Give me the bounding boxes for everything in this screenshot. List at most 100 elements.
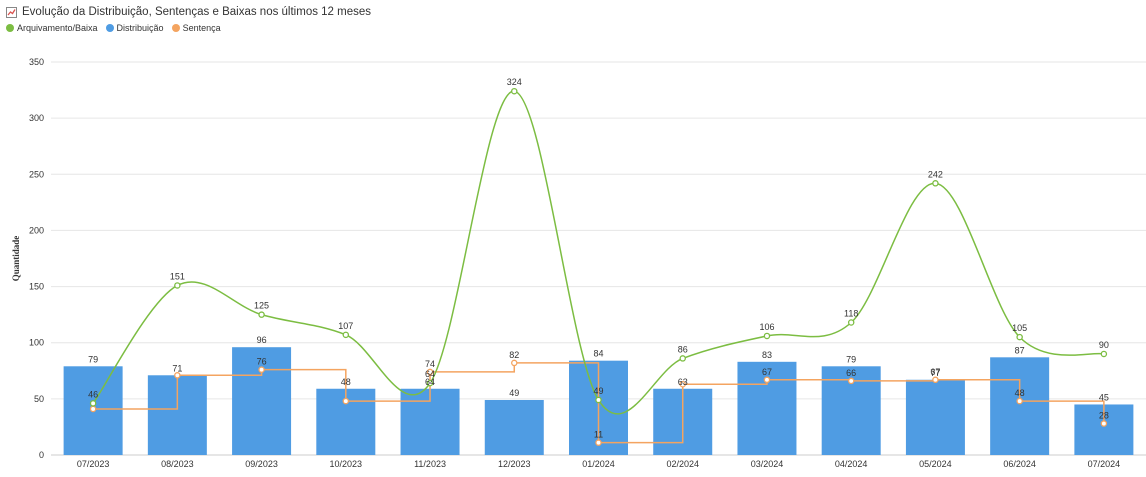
point-sentenca[interactable] — [89, 405, 97, 413]
point-arquivamento[interactable] — [174, 282, 181, 289]
x-tick-label: 07/2024 — [1088, 459, 1121, 469]
bar-distribuicao[interactable] — [484, 399, 544, 455]
point-sentenca[interactable] — [763, 376, 771, 384]
data-label-sentenca: 82 — [509, 350, 519, 360]
y-tick-label: 0 — [39, 450, 44, 460]
legend-dot-sentenca — [171, 24, 180, 32]
x-tick-label: 05/2024 — [919, 459, 952, 469]
data-label-arquivamento: 46 — [88, 389, 98, 399]
data-label-distribuicao: 83 — [762, 350, 772, 360]
legend-label-distribuicao: Distribuição — [116, 23, 164, 33]
data-label-distribuicao: 48 — [341, 377, 351, 387]
data-label-arquivamento: 125 — [254, 301, 269, 311]
data-label-sentenca: 67 — [762, 367, 772, 377]
legend-item-sentenca[interactable]: Sentença — [171, 23, 221, 33]
data-label-distribuicao: 64 — [425, 377, 435, 387]
point-sentenca[interactable] — [932, 376, 939, 384]
x-tick-label: 09/2023 — [245, 459, 278, 469]
point-arquivamento[interactable] — [847, 319, 855, 326]
y-tick-label: 250 — [29, 169, 44, 179]
x-tick-label: 04/2024 — [835, 459, 868, 469]
y-tick-label: 150 — [29, 282, 44, 292]
data-label-distribuicao: 77 — [930, 368, 940, 378]
legend-item-arquivamento[interactable]: Arquivamento/Baixa — [6, 23, 98, 33]
data-label-arquivamento: 151 — [170, 271, 185, 281]
legend-label-sentenca: Sentença — [182, 23, 221, 33]
series-line-arquivamento — [92, 90, 1105, 415]
data-label-sentenca: 74 — [425, 359, 435, 369]
data-label-distribuicao: 96 — [257, 335, 267, 345]
point-arquivamento[interactable] — [426, 379, 434, 387]
point-sentenca[interactable] — [595, 439, 602, 446]
chart-legend: Arquivamento/Baixa Distribuição Sentença — [6, 21, 371, 35]
data-label-arquivamento: 49 — [593, 386, 603, 396]
point-sentenca[interactable] — [511, 359, 518, 367]
bar-distribuicao[interactable] — [232, 347, 292, 455]
legend-dot-distribuicao — [105, 24, 114, 32]
y-tick-label: 200 — [29, 225, 44, 235]
point-sentenca[interactable] — [426, 368, 434, 376]
point-sentenca[interactable] — [679, 381, 686, 388]
data-label-distribuicao: 49 — [509, 388, 519, 398]
legend-item-distribuicao[interactable]: Distribuição — [105, 23, 164, 33]
point-arquivamento[interactable] — [258, 311, 265, 318]
y-tick-label: 50 — [34, 394, 44, 404]
data-label-sentenca: 67 — [930, 367, 940, 377]
x-tick-label: 06/2024 — [1003, 459, 1036, 469]
data-label-arquivamento: 242 — [928, 169, 943, 179]
chart-title-row: Evolução da Distribuição, Sentenças e Ba… — [6, 4, 371, 20]
data-label-arquivamento: 90 — [1099, 340, 1109, 350]
point-arquivamento[interactable] — [342, 331, 350, 339]
data-label-arquivamento: 86 — [678, 344, 688, 354]
data-label-distribuicao: 63 — [678, 377, 688, 387]
y-axis-label: Quantidade — [11, 236, 21, 282]
point-arquivamento[interactable] — [679, 355, 686, 362]
point-arquivamento[interactable] — [763, 332, 771, 340]
point-arquivamento[interactable] — [1016, 333, 1023, 341]
data-label-arquivamento: 118 — [844, 309, 858, 319]
bar-distribuicao[interactable] — [905, 379, 965, 455]
point-sentenca[interactable] — [1016, 397, 1023, 405]
point-sentenca[interactable] — [847, 377, 855, 385]
point-arquivamento[interactable] — [1100, 350, 1108, 358]
x-tick-label: 07/2023 — [77, 459, 110, 469]
bar-distribuicao[interactable] — [990, 357, 1050, 455]
x-tick-label: 02/2024 — [666, 459, 699, 469]
point-sentenca[interactable] — [342, 397, 350, 405]
point-arquivamento[interactable] — [89, 400, 97, 407]
point-arquivamento[interactable] — [932, 180, 939, 187]
data-label-distribuicao: 79 — [846, 354, 856, 364]
y-tick-label: 300 — [29, 113, 44, 123]
x-tick-label: 12/2023 — [498, 459, 531, 469]
point-sentenca[interactable] — [1100, 420, 1108, 427]
chart-title: Evolução da Distribuição, Sentenças e Ba… — [22, 6, 372, 18]
point-sentenca[interactable] — [174, 372, 181, 379]
data-label-sentenca: 28 — [1099, 411, 1109, 421]
data-label-distribuicao: 71 — [172, 363, 182, 373]
x-tick-label: 01/2024 — [582, 459, 615, 469]
data-label-arquivamento: 106 — [759, 322, 774, 332]
data-label-distribuicao: 84 — [593, 349, 603, 359]
data-label-sentenca: 66 — [846, 368, 856, 378]
point-arquivamento[interactable] — [595, 396, 602, 404]
point-arquivamento[interactable] — [511, 87, 518, 95]
x-tick-label: 11/2023 — [414, 459, 446, 469]
data-label-distribuicao: 45 — [1099, 392, 1109, 402]
x-tick-label: 03/2024 — [751, 459, 784, 469]
x-tick-label: 08/2023 — [161, 459, 194, 469]
legend-label-arquivamento: Arquivamento/Baixa — [17, 23, 98, 33]
data-label-arquivamento: 107 — [338, 321, 353, 331]
data-label-sentenca: 48 — [1015, 388, 1025, 398]
y-tick-label: 100 — [29, 338, 44, 348]
y-tick-label: 350 — [29, 57, 44, 67]
point-sentenca[interactable] — [258, 366, 265, 373]
data-label-arquivamento: 64 — [425, 369, 435, 379]
legend-dot-arquivamento — [6, 24, 14, 32]
data-label-sentenca: 76 — [257, 357, 267, 367]
line-chart-icon — [6, 6, 17, 18]
x-tick-label: 10/2023 — [330, 459, 363, 469]
data-label-arquivamento: 105 — [1012, 323, 1027, 333]
data-label-arquivamento: 324 — [507, 77, 522, 87]
data-label-distribuicao: 79 — [88, 354, 98, 364]
